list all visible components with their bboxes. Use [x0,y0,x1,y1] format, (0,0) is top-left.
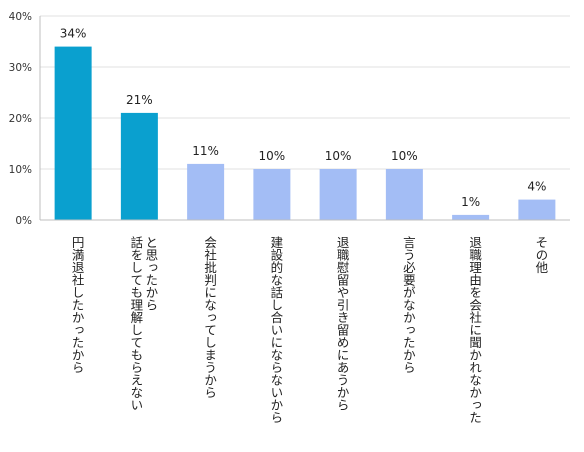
category-label: 会社批判になってしまうから [202,236,217,399]
category-label: 建設的な話し合いにならないから [268,236,283,424]
data-label: 10% [259,149,286,163]
y-tick-label: 10% [9,164,32,176]
data-label: 1% [461,195,480,209]
category-label-line: 言う必要がなかったから [401,236,416,374]
bar [319,169,357,220]
category-label-line: 退職理由を会社に聞かれなかった [467,236,482,424]
bar [120,112,158,220]
category-label: その他 [533,236,548,274]
category-label-line: 建設的な話し合いにならないから [268,236,283,424]
category-label-line: 退職慰留や引き留めにあうから [335,236,350,411]
bar [253,169,291,220]
data-label: 10% [325,149,352,163]
category-label: 円満退社したかったから [70,236,85,374]
gridlines [40,15,570,170]
data-label: 21% [126,93,153,107]
bar [187,163,225,220]
category-label-line: 会社批判になってしまうから [202,236,217,399]
bar [518,199,556,220]
category-label: 話をしても理解してもらえない と思ったから [128,235,158,411]
data-labels: 34% 21% 11% 10% 10% 10% 1% 4% [60,27,547,209]
category-label: 言う必要がなかったから [401,236,416,374]
y-tick-label: 20% [9,113,32,125]
category-label-line: と思ったから [143,236,158,311]
bar [452,214,490,220]
axes [39,16,570,221]
category-label-line: 話をしても理解してもらえない [128,235,143,411]
data-label: 34% [60,27,87,41]
bar [54,46,92,220]
data-label: 4% [527,180,546,194]
bar [385,169,423,220]
category-label-line: 円満退社したかったから [70,236,85,374]
y-tick-label: 30% [9,62,32,74]
data-label: 11% [192,144,219,158]
category-labels: 円満退社したかったから 話をしても理解してもらえない と思ったから 会社批判になってし… [70,235,549,424]
y-tick-label: 0% [15,215,32,227]
data-label: 10% [391,149,418,163]
category-label: 退職慰留や引き留めにあうから [335,236,350,411]
category-label-line: その他 [533,236,548,274]
y-tick-label: 40% [9,11,32,23]
y-tick-labels: 0% 10% 20% 30% 40% [9,11,32,227]
bars [54,46,556,220]
category-label: 退職理由を会社に聞かれなかった [467,236,482,424]
